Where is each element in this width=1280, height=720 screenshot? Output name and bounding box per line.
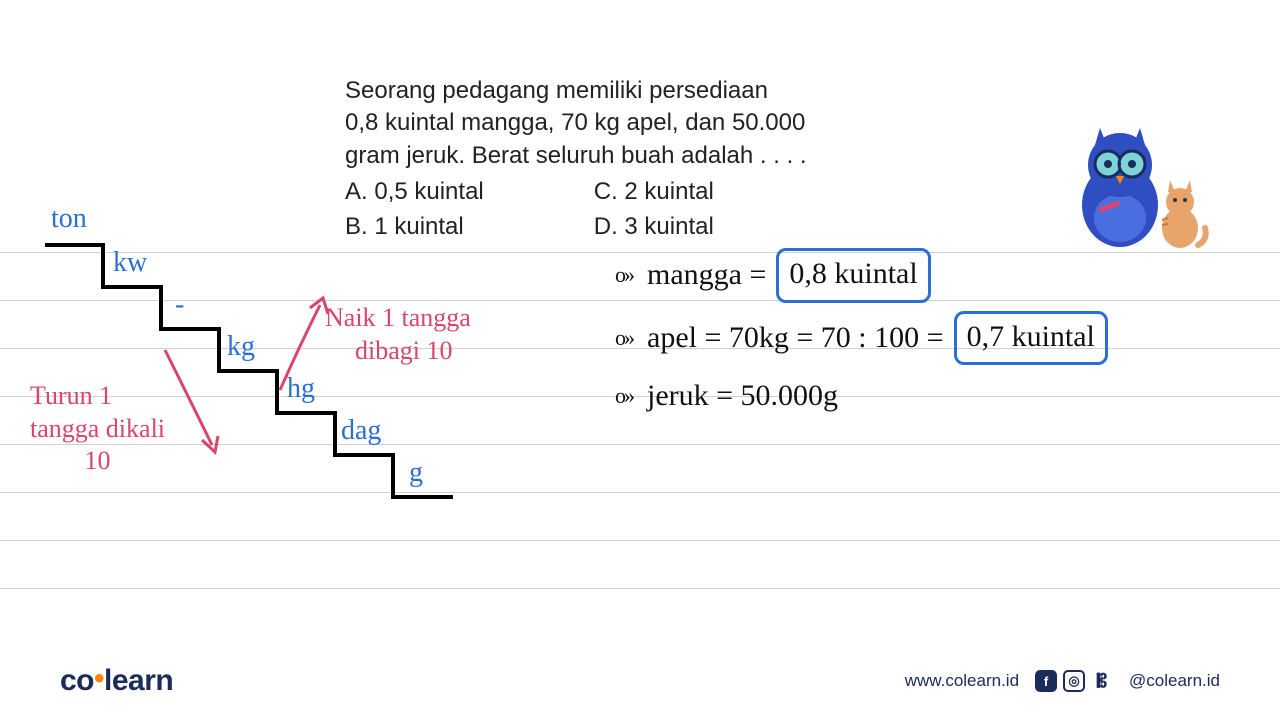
logo-right: learn bbox=[104, 664, 173, 697]
stair-label-dag: dag bbox=[341, 415, 381, 447]
bullet-icon: o» bbox=[615, 379, 633, 413]
footer: co•learn www.colearn.id f ◎ 𝄡 @colearn.i… bbox=[60, 664, 1220, 698]
logo-dot-icon: • bbox=[94, 662, 104, 696]
work-1-box: 0,8 kuintal bbox=[776, 248, 930, 303]
footer-handle: @colearn.id bbox=[1129, 671, 1220, 691]
facebook-icon: f bbox=[1035, 670, 1057, 692]
stair-label-kw: kw bbox=[113, 247, 147, 279]
note-down-line1: Turun 1 bbox=[30, 380, 165, 413]
bullet-icon: o» bbox=[615, 258, 633, 292]
footer-url: www.colearn.id bbox=[905, 671, 1019, 691]
work-2-box: 0,7 kuintal bbox=[954, 311, 1108, 366]
work-line-2: o» apel = 70kg = 70 : 100 = 0,7 kuintal bbox=[615, 311, 1108, 366]
work-1-left: mangga = bbox=[647, 252, 766, 299]
work-2-left: apel = 70kg = 70 : 100 = bbox=[647, 315, 944, 362]
logo-left: co bbox=[60, 664, 94, 697]
note-down: Turun 1 tangga dikali 10 bbox=[30, 380, 165, 478]
arrow-up-icon bbox=[270, 290, 350, 410]
note-down-line2: tangga dikali bbox=[30, 413, 165, 446]
note-down-line3: 10 bbox=[30, 445, 165, 478]
bullet-icon: o» bbox=[615, 321, 633, 355]
option-d: D. 3 kuintal bbox=[594, 211, 714, 243]
arrow-down-icon bbox=[150, 340, 240, 470]
option-a: A. 0,5 kuintal bbox=[345, 176, 484, 208]
work-3-text: jeruk = 50.000g bbox=[647, 373, 838, 420]
work-line-3: o» jeruk = 50.000g bbox=[615, 373, 1108, 420]
question-line-2: 0,8 kuintal mangga, 70 kg apel, dan 50.0… bbox=[345, 107, 807, 139]
question-text: Seorang pedagang memiliki persediaan 0,8… bbox=[345, 75, 807, 243]
option-c: C. 2 kuintal bbox=[594, 176, 714, 208]
tiktok-icon: 𝄡 bbox=[1091, 670, 1113, 692]
stair-label-dash: - bbox=[175, 289, 184, 321]
work-line-1: o» mangga = 0,8 kuintal bbox=[615, 248, 1108, 303]
worked-solution: o» mangga = 0,8 kuintal o» apel = 70kg =… bbox=[615, 248, 1108, 428]
question-line-3: gram jeruk. Berat seluruh buah adalah . … bbox=[345, 140, 807, 172]
social-icons: f ◎ 𝄡 bbox=[1035, 670, 1113, 692]
question-line-1: Seorang pedagang memiliki persediaan bbox=[345, 75, 807, 107]
logo: co•learn bbox=[60, 664, 173, 698]
instagram-icon: ◎ bbox=[1063, 670, 1085, 692]
stair-label-g: g bbox=[409, 457, 423, 489]
stair-label-ton: ton bbox=[51, 203, 87, 235]
footer-right: www.colearn.id f ◎ 𝄡 @colearn.id bbox=[905, 670, 1220, 692]
mascot-image bbox=[1050, 120, 1220, 255]
